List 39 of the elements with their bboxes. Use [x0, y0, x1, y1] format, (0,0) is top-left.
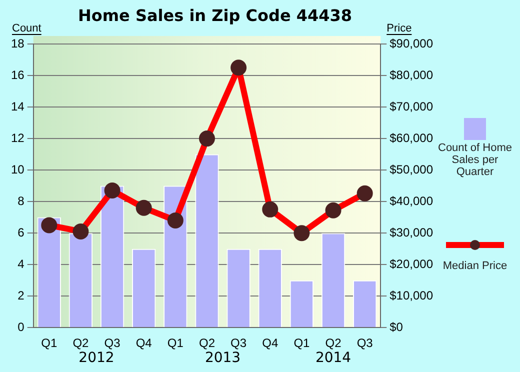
y2-axis-title: Price: [386, 22, 412, 35]
text: 2014: [315, 350, 352, 366]
y2-tick-label: $60,000: [390, 130, 434, 145]
y-tick-label: 14: [10, 99, 25, 114]
x-tick-label: Q2: [72, 336, 90, 350]
text: 2013: [204, 350, 241, 366]
legend-label: Median Price: [442, 260, 508, 272]
y2-tick-label: $80,000: [390, 68, 434, 82]
y2-tick-label: $0: [390, 320, 404, 334]
x-tick-label: Q1: [167, 336, 184, 350]
y2-tick-label: $40,000: [390, 194, 434, 208]
x-tick-label: Q1: [294, 336, 310, 350]
y2-tick-label: $90,000: [390, 36, 434, 50]
y2-tick-label: $30,000: [390, 225, 434, 240]
y2-tick-label: $70,000: [390, 99, 434, 114]
text: 2012: [78, 350, 114, 366]
y-tick-label: 12: [10, 130, 25, 145]
y2-tick-label: $50,000: [390, 162, 434, 176]
x-tick-label: Q1: [41, 336, 58, 350]
chart-title: Home Sales in Zip Code 44438: [78, 6, 352, 25]
x-tick-label: Q3: [104, 336, 121, 350]
x-tick-label: Q3: [230, 336, 247, 350]
y-tick-label: 6: [18, 225, 25, 240]
y-tick-label: 16: [10, 68, 25, 82]
x-tick-label: Q4: [136, 336, 152, 350]
y-tick-label: 0: [18, 320, 25, 334]
x-tick-label: Q2: [198, 336, 216, 350]
y-tick-label: 4: [18, 256, 25, 271]
x-tick-label: Q3: [356, 336, 374, 350]
y2-tick-label: $20,000: [390, 256, 434, 271]
y-tick-label: 18: [10, 36, 25, 50]
y2-tick-label: $10,000: [390, 288, 434, 302]
y-tick-label: 10: [10, 162, 25, 176]
x-tick-label: Q2: [325, 336, 342, 350]
legend-label: Count of Home Sales per Quarter: [437, 142, 513, 178]
y-axis-title: Count: [12, 22, 42, 35]
x-tick-label: Q4: [262, 336, 278, 350]
y-tick-label: 8: [18, 194, 25, 208]
y-tick-label: 2: [18, 288, 25, 302]
